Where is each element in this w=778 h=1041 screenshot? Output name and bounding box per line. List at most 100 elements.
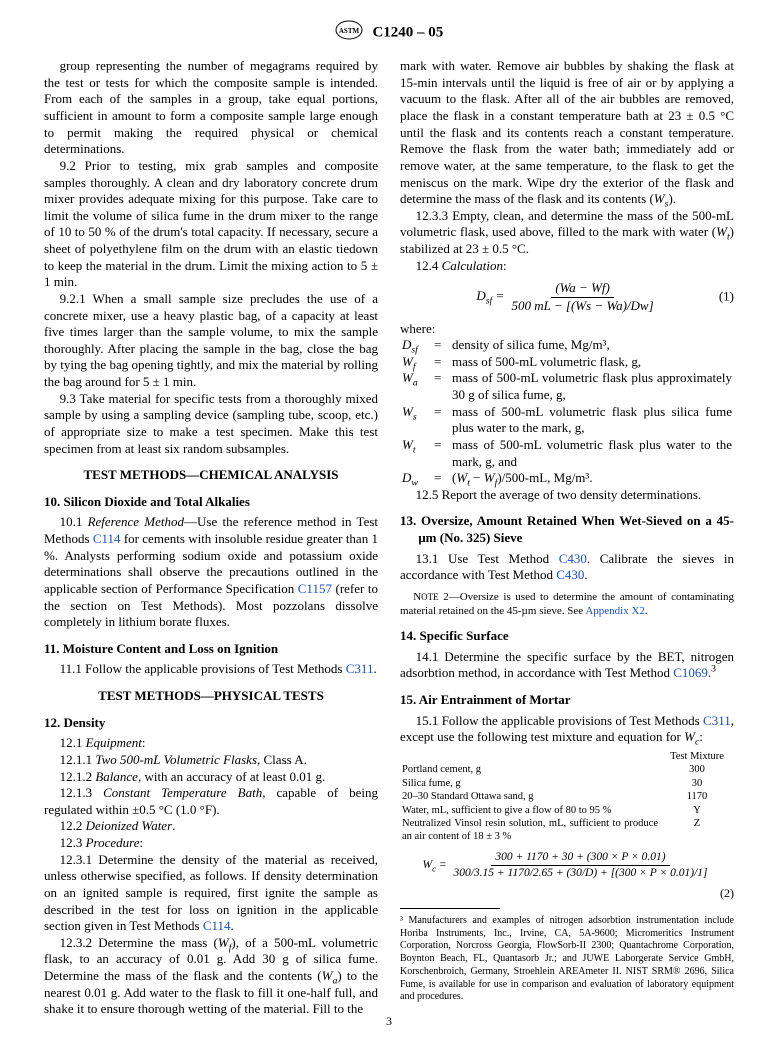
mix-val: Z	[660, 817, 734, 844]
para-12-1: 12.1 Equipment:	[44, 735, 378, 752]
mix-row: Water, mL, sufficient to give a flow of …	[400, 804, 734, 817]
txt: 12.4	[416, 258, 442, 273]
mix-val: Y	[660, 804, 734, 817]
para-9-2: 9.2 Prior to testing, mix grab samples a…	[44, 158, 378, 291]
where-desc: mass of 500-mL volumetric flask plus app…	[450, 370, 734, 403]
para-12-2: 12.2 Deionized Water.	[44, 818, 378, 835]
section-chemical: TEST METHODS—CHEMICAL ANALYSIS	[44, 467, 378, 484]
emph: Reference Method	[88, 514, 184, 529]
para-12-5: 12.5 Report the average of two density d…	[400, 487, 734, 504]
heading-15: 15. Air Entrainment of Mortar	[400, 692, 734, 709]
txt: , Class A.	[257, 752, 307, 767]
designation: C1240 – 05	[372, 25, 443, 41]
eq2-den: 300/3.15 + 1170/2.65 + (30/D) + [(300 × …	[449, 866, 711, 881]
txt: 13.1 Use Test Method	[416, 551, 559, 566]
equation-2: Wc = 300 + 1170 + 30 + (300 × P × 0.01) …	[400, 850, 734, 880]
para-13-1: 13.1 Use Test Method C430. Calibrate the…	[400, 551, 734, 584]
para-10-1: 10.1 Reference Method—Use the reference …	[44, 514, 378, 630]
para-9-cont: group representing the number of megagra…	[44, 58, 378, 158]
page-header: ASTM C1240 – 05	[44, 20, 734, 46]
txt: :	[142, 735, 146, 750]
mix-val: 1170	[660, 790, 734, 803]
link-c311-2[interactable]: C311	[703, 713, 731, 728]
link-c1069[interactable]: C1069	[673, 665, 708, 680]
where-row: Wa=mass of 500-mL volumetric flask plus …	[400, 370, 734, 403]
link-appendix-x2[interactable]: Appendix X2	[585, 605, 645, 617]
mix-label: Water, mL, sufficient to give a flow of …	[400, 804, 660, 817]
link-c430[interactable]: C430	[559, 551, 587, 566]
where-row: Dsf=density of silica fume, Mg/m³,	[400, 337, 734, 354]
mixture-table: Test Mixture Portland cement, g300 Silic…	[400, 750, 734, 844]
txt: 12.1	[60, 735, 86, 750]
mix-row: Portland cement, g300	[400, 763, 734, 776]
astm-logo: ASTM	[335, 20, 363, 46]
para-14-1: 14.1 Determine the specific surface by t…	[400, 649, 734, 682]
where-desc: mass of 500-mL volumetric flask plus sil…	[450, 404, 734, 437]
equation-1: Dsf = (Wa − Wf) 500 mL − [(Ws − Wa)/Dw] …	[400, 280, 734, 314]
mix-label: Silica fume, g	[400, 777, 660, 790]
mix-label: 20–30 Standard Ottawa sand, g	[400, 790, 660, 803]
para-11-1: 11.1 Follow the applicable provisions of…	[44, 661, 378, 678]
txt: 12.3	[60, 835, 86, 850]
mix-label: Portland cement, g	[400, 763, 660, 776]
emph: Deionized Water	[86, 818, 173, 833]
heading-10: 10. Silicon Dioxide and Total Alkalies	[44, 494, 378, 511]
emph: Calculation	[442, 258, 503, 273]
link-c1157[interactable]: C1157	[298, 581, 332, 596]
heading-13: 13. Oversize, Amount Retained When Wet-S…	[400, 513, 734, 546]
mix-val: 30	[660, 777, 734, 790]
para-12-4: 12.4 Calculation:	[400, 258, 734, 275]
txt: .	[584, 567, 587, 582]
where-desc: density of silica fume, Mg/m³,	[450, 337, 734, 354]
para-12-3-1: 12.3.1 Determine the density of the mate…	[44, 852, 378, 935]
eq1-num: (Wa − Wf)	[551, 280, 614, 298]
para-12-3-2: 12.3.2 Determine the mass (Wf), of a 500…	[44, 935, 378, 1018]
page-number: 3	[0, 1014, 778, 1029]
txt: :	[699, 729, 703, 744]
footnote-rule	[400, 908, 500, 909]
eq2-label: (2)	[400, 886, 734, 901]
link-c114[interactable]: C114	[93, 531, 121, 546]
mix-row: 20–30 Standard Ottawa sand, g1170	[400, 790, 734, 803]
heading-14: 14. Specific Surface	[400, 628, 734, 645]
emph: Procedure	[86, 835, 140, 850]
mix-header: Test Mixture	[660, 750, 734, 763]
where-row: Ws=mass of 500-mL volumetric flask plus …	[400, 404, 734, 437]
emph: Balance	[95, 769, 138, 784]
txt: .	[231, 918, 234, 933]
link-c311[interactable]: C311	[346, 661, 374, 676]
where-row: Wt=mass of 500-mL volumetric flask plus …	[400, 437, 734, 470]
txt: .3	[708, 665, 716, 680]
txt: 10.1	[60, 514, 88, 529]
mix-row: Neutralized Vinsol resin solution, mL, s…	[400, 817, 734, 844]
svg-text:ASTM: ASTM	[339, 27, 360, 35]
link-c430-2[interactable]: C430	[556, 567, 584, 582]
para-12-3-2-cont: mark with water. Remove air bubbles by s…	[400, 58, 734, 208]
where-label: where:	[400, 321, 734, 338]
txt: 12.2	[60, 818, 86, 833]
txt: 12.1.1	[60, 752, 96, 767]
link-c114-2[interactable]: C114	[203, 918, 231, 933]
txt: 11.1 Follow the applicable provisions of…	[60, 661, 346, 676]
eq2-num: 300 + 1170 + 30 + (300 × P × 0.01)	[491, 850, 669, 866]
txt: 15.1 Follow the applicable provisions of…	[416, 713, 703, 728]
emph: Equipment	[86, 735, 142, 750]
para-12-1-3: 12.1.3 Constant Temperature Bath, capabl…	[44, 785, 378, 818]
txt: 12.1.2	[60, 769, 96, 784]
section-physical: TEST METHODS—PHYSICAL TESTS	[44, 688, 378, 705]
para-9-3: 9.3 Take material for specific tests fro…	[44, 391, 378, 458]
txt: .	[373, 661, 376, 676]
txt: , with an accuracy of at least 0.01 g.	[138, 769, 325, 784]
where-row: Dw=(Wt − Wf)/500-mL, Mg/m³.	[400, 470, 734, 487]
note-2: NOTE 2—Oversize is used to determine the…	[400, 590, 734, 618]
footnote-3: ³ Manufacturers and examples of nitrogen…	[400, 915, 734, 1005]
para-9-2-1: 9.2.1 When a small sample size precludes…	[44, 291, 378, 391]
txt: 12.1.3	[60, 785, 104, 800]
heading-11: 11. Moisture Content and Loss on Ignitio…	[44, 641, 378, 658]
mix-val: 300	[660, 763, 734, 776]
txt: :	[503, 258, 507, 273]
para-12-3: 12.3 Procedure:	[44, 835, 378, 852]
para-12-3-3: 12.3.3 Empty, clean, and determine the m…	[400, 208, 734, 258]
body-columns: group representing the number of megagra…	[44, 58, 734, 1018]
where-desc: mass of 500-mL volumetric flask plus wat…	[450, 437, 734, 470]
